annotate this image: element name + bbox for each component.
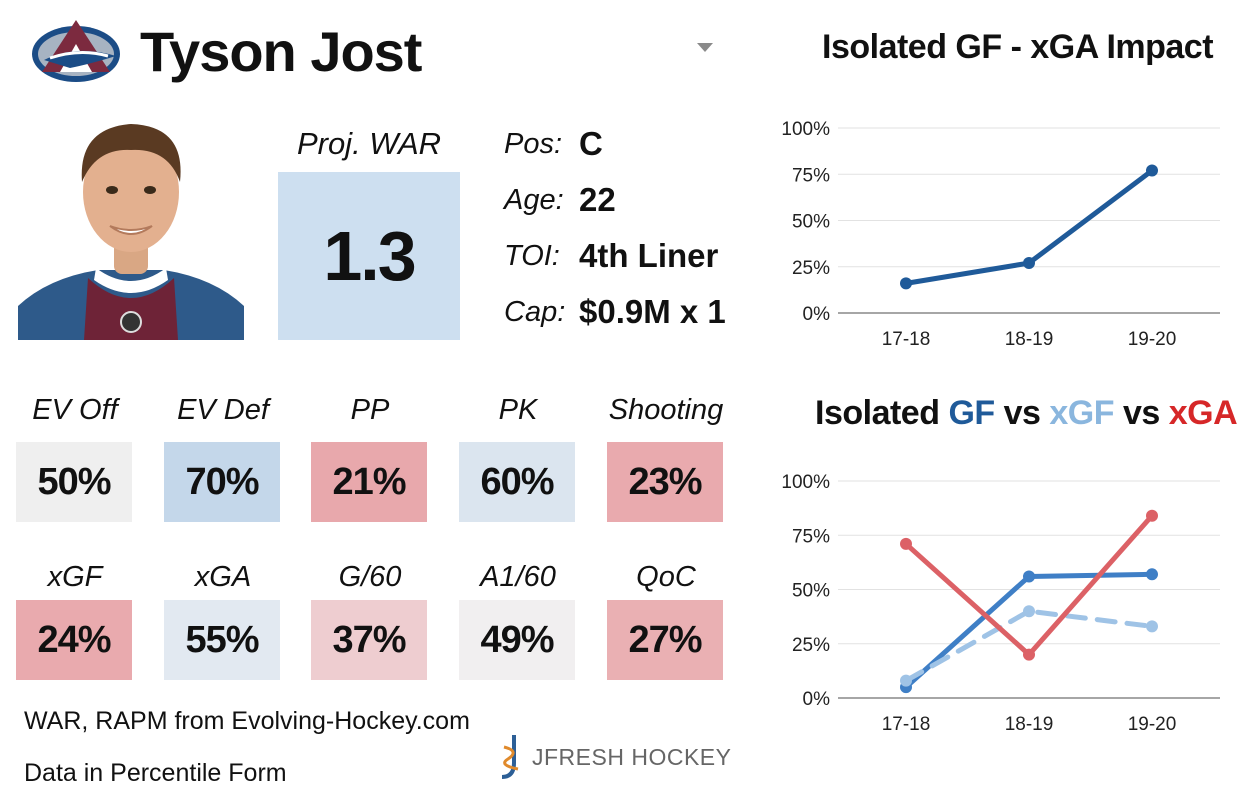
percentile-note: Data in Percentile Form xyxy=(24,759,287,787)
brand-name: JFRESH HOCKEY xyxy=(532,743,732,770)
metric-label-pk: PK xyxy=(498,394,538,426)
chart1-series-0-point-2 xyxy=(1146,164,1158,177)
chart2-ytick-0: 0% xyxy=(803,689,831,710)
metric-value-ev-off: 50% xyxy=(16,442,132,522)
brand: JFRESH HOCKEY xyxy=(498,733,731,781)
toi-label: TOI: xyxy=(504,240,560,272)
chart2-ytick-2: 50% xyxy=(792,581,830,602)
player-name: Tyson Jost xyxy=(140,20,422,83)
chart1-series-0-point-1 xyxy=(1023,257,1035,270)
team-logo-icon xyxy=(32,20,120,82)
toi-value: 4th Liner xyxy=(579,237,719,274)
cap-value: $0.9M x 1 xyxy=(579,293,726,330)
chart2-series-0-point-2 xyxy=(1146,568,1158,581)
cap-label: Cap: xyxy=(504,296,566,328)
chart2-series-1-point-1 xyxy=(1023,605,1035,618)
metric-label-xgf: xGF xyxy=(47,561,103,593)
chart2-series-2-point-2 xyxy=(1146,509,1158,522)
chart1-xtick-2: 19-20 xyxy=(1128,329,1177,350)
metric-value-a160: 49% xyxy=(459,600,575,680)
metric-label-qoc: QoC xyxy=(636,561,696,593)
metric-label-ev-def: EV Def xyxy=(177,394,269,426)
metric-label-g60: G/60 xyxy=(338,561,402,593)
position-label: Pos: xyxy=(504,128,563,160)
chart2-xtick-1: 18-19 xyxy=(1005,714,1054,735)
chart1-xtick-0: 17-18 xyxy=(882,329,931,350)
chart1-series-0-point-0 xyxy=(900,277,912,290)
chart2-xtick-2: 19-20 xyxy=(1128,714,1177,735)
chart1-ytick-3: 75% xyxy=(792,165,830,186)
chart2-series-2-line xyxy=(903,513,1155,658)
chart2-series-0-point-1 xyxy=(1023,570,1035,583)
chart2-title-part-0: Isolated xyxy=(815,394,949,432)
metric-value-xga: 55% xyxy=(164,600,280,680)
metric-value-shooting: 23% xyxy=(607,442,723,522)
chart2-title-part-4: vs xyxy=(1114,394,1169,432)
chart2-series-1-point-2 xyxy=(1146,620,1158,633)
chart2-xtick-0: 17-18 xyxy=(882,714,931,735)
metric-value-xgf: 24% xyxy=(16,600,132,680)
chart2-title-part-5: xGA xyxy=(1168,394,1238,432)
chart2-title: Isolated GF vs xGF vs xGA xyxy=(815,394,1238,433)
chart2-title-part-2: vs xyxy=(994,394,1050,432)
chart2-ytick-4: 100% xyxy=(781,472,830,493)
metric-value-pp: 21% xyxy=(311,442,427,522)
metric-label-pp: PP xyxy=(350,394,390,426)
source-credit: WAR, RAPM from Evolving-Hockey.com xyxy=(24,707,470,735)
metric-value-ev-def: 70% xyxy=(164,442,280,522)
chart1-xtick-1: 18-19 xyxy=(1005,329,1054,350)
chart1-ytick-4: 100% xyxy=(781,119,830,140)
chart2-series-1-line xyxy=(903,608,1155,684)
position-value: C xyxy=(579,125,603,162)
chart2-series-1-point-0 xyxy=(900,674,912,687)
chart2-series-2-point-0 xyxy=(900,537,912,550)
metric-label-shooting: Shooting xyxy=(608,394,724,426)
chart2-ytick-3: 75% xyxy=(792,526,830,547)
metric-label-a160: A1/60 xyxy=(480,561,556,593)
metric-label-xga: xGA xyxy=(194,561,252,593)
proj-war-label: Proj. WAR xyxy=(296,126,442,161)
proj-war-value: 1.3 xyxy=(278,172,460,340)
jfresh-logo-icon xyxy=(501,735,519,779)
chart1-title: Isolated GF - xGA Impact xyxy=(822,28,1214,66)
chart1-ytick-2: 50% xyxy=(792,212,830,233)
metric-label-ev-off: EV Off xyxy=(32,394,118,426)
gf-xgf-xga-chart: 0% 25% 50% 75% 100% 17-18 18-19 19-20 xyxy=(781,472,1220,735)
age-label: Age: xyxy=(504,184,564,216)
chart2-series-2-point-1 xyxy=(1023,648,1035,661)
chart1-ytick-1: 25% xyxy=(792,258,830,279)
metric-value-g60: 37% xyxy=(311,600,427,680)
chart2-title-part-3: xGF xyxy=(1049,394,1114,432)
metric-value-pk: 60% xyxy=(459,442,575,522)
chart2-title-part-1: GF xyxy=(948,394,995,432)
player-select-dropdown-icon[interactable] xyxy=(697,43,713,52)
player-photo xyxy=(18,118,244,340)
chart2-series-0-line xyxy=(903,571,1155,690)
metric-value-qoc: 27% xyxy=(607,600,723,680)
gf-xga-impact-chart: 0% 25% 50% 75% 100% 17-18 18-19 19-20 xyxy=(781,119,1220,350)
chart1-ytick-0: 0% xyxy=(803,304,831,325)
age-value: 22 xyxy=(579,181,616,218)
chart2-ytick-1: 25% xyxy=(792,635,830,656)
